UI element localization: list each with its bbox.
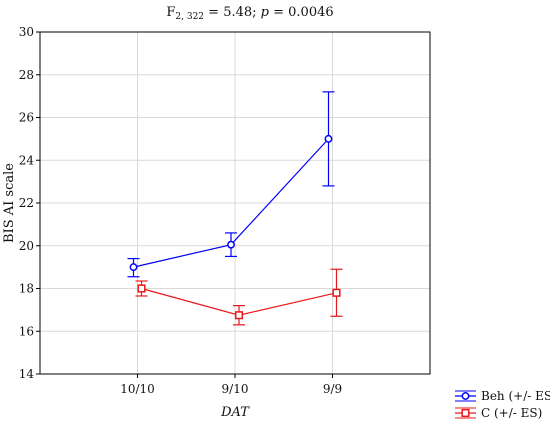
y-tick-label: 22 [19,196,34,210]
title-df: 2, 322 [175,12,204,22]
chart-title: F2, 322 = 5.48; p = 0.0046 [166,5,333,22]
y-tick-label: 14 [19,367,35,381]
y-tick-label: 16 [19,324,34,338]
legend-label: Beh (+/- ES) [481,389,550,403]
data-point [234,311,244,320]
y-tick-label: 20 [19,239,34,253]
y-tick-label: 30 [19,25,34,39]
x-tick-label: 10/10 [120,382,155,396]
y-tick-label: 24 [19,153,35,167]
series-c [135,268,343,326]
y-axis-label: BIS AI scale [2,163,17,243]
series-beh [127,91,335,278]
legend-marker [461,408,470,418]
x-axis: 10/10 9/10 9/9 [120,374,342,396]
data-point [324,134,333,143]
y-tick-label: 28 [19,68,34,82]
x-tick-label: 9/9 [323,382,342,396]
title-value: = 5.48; [204,5,261,20]
data-point [227,240,235,249]
legend-item: C (+/- ES) [455,406,542,420]
legend: Beh (+/- ES) C (+/- ES) [455,389,550,420]
data-point [332,288,341,297]
title-p: p [261,5,270,20]
data-point [137,284,146,293]
title-pvalue: = 0.0046 [269,5,334,20]
y-axis: 14 16 18 20 22 24 26 28 30 [19,25,40,381]
data-point [129,263,138,272]
title-f: F [166,5,175,20]
x-axis-label: DAT [220,405,250,420]
y-tick-label: 18 [19,282,34,296]
legend-label: C (+/- ES) [481,406,542,420]
x-tick-label: 9/10 [222,382,249,396]
legend-item: Beh (+/- ES) [455,389,550,403]
grid [40,32,430,374]
legend-marker [461,392,470,400]
y-tick-label: 26 [19,111,34,125]
series-layer [127,91,343,326]
